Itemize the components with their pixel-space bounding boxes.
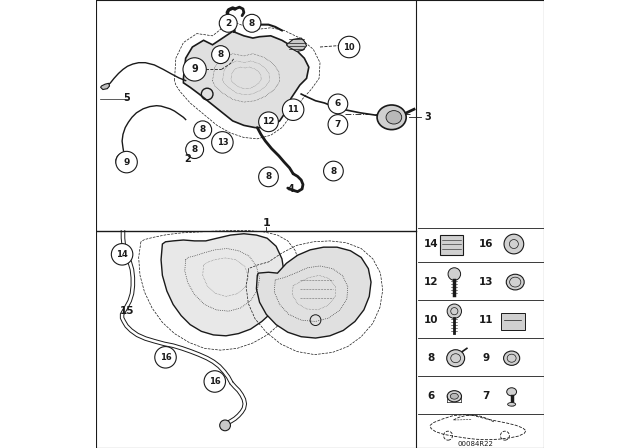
Circle shape: [339, 36, 360, 58]
Circle shape: [328, 115, 348, 134]
Circle shape: [447, 304, 461, 319]
Text: 14: 14: [116, 250, 128, 259]
Text: 7: 7: [335, 120, 341, 129]
Ellipse shape: [506, 274, 524, 290]
Text: 12: 12: [262, 117, 275, 126]
Text: 10: 10: [343, 43, 355, 52]
FancyBboxPatch shape: [440, 235, 463, 255]
Text: 8: 8: [266, 172, 271, 181]
FancyBboxPatch shape: [96, 0, 416, 231]
Text: 9: 9: [124, 158, 130, 167]
Circle shape: [155, 347, 176, 368]
Text: 6: 6: [335, 99, 341, 108]
Text: 11: 11: [287, 105, 299, 114]
Text: 2: 2: [225, 19, 231, 28]
Ellipse shape: [504, 351, 520, 366]
Text: 14: 14: [424, 239, 438, 249]
Ellipse shape: [508, 403, 516, 406]
Polygon shape: [184, 31, 309, 128]
FancyBboxPatch shape: [501, 313, 525, 330]
Ellipse shape: [386, 111, 402, 124]
Text: 7: 7: [482, 391, 490, 401]
Circle shape: [504, 234, 524, 254]
Text: 3: 3: [424, 112, 431, 122]
Text: 15: 15: [119, 306, 134, 316]
Text: 12: 12: [424, 277, 438, 287]
Text: 13: 13: [479, 277, 493, 287]
Circle shape: [259, 112, 278, 132]
FancyBboxPatch shape: [416, 0, 544, 448]
Text: 8: 8: [428, 353, 435, 363]
Circle shape: [194, 121, 212, 139]
Circle shape: [328, 94, 348, 114]
Ellipse shape: [451, 393, 458, 399]
Text: 13: 13: [216, 138, 228, 147]
Text: 9: 9: [482, 353, 489, 363]
Text: 4: 4: [287, 184, 294, 194]
Text: 8: 8: [191, 145, 198, 154]
Circle shape: [183, 58, 206, 81]
Text: 8: 8: [200, 125, 206, 134]
Circle shape: [220, 420, 230, 431]
Circle shape: [324, 161, 343, 181]
Text: 8: 8: [330, 167, 337, 176]
Text: 16: 16: [159, 353, 172, 362]
Ellipse shape: [377, 105, 406, 129]
Circle shape: [116, 153, 132, 169]
Text: 11: 11: [479, 315, 493, 325]
Polygon shape: [100, 83, 109, 90]
Ellipse shape: [507, 388, 516, 396]
Circle shape: [116, 151, 138, 173]
Circle shape: [186, 141, 204, 159]
Text: 8: 8: [218, 50, 224, 59]
Text: 1: 1: [262, 218, 270, 228]
Circle shape: [448, 268, 461, 280]
Circle shape: [111, 244, 133, 265]
Circle shape: [243, 14, 261, 32]
Polygon shape: [287, 38, 307, 52]
Text: 9: 9: [191, 65, 198, 74]
Ellipse shape: [447, 350, 465, 367]
Text: 2: 2: [184, 154, 191, 164]
Circle shape: [259, 167, 278, 187]
Text: 6: 6: [428, 391, 435, 401]
Circle shape: [212, 132, 233, 153]
Polygon shape: [161, 234, 284, 336]
Circle shape: [220, 14, 237, 32]
Circle shape: [204, 371, 225, 392]
Text: 5: 5: [123, 93, 130, 103]
Circle shape: [282, 99, 304, 121]
Text: 00084R22: 00084R22: [458, 441, 493, 447]
Polygon shape: [257, 247, 371, 338]
Circle shape: [212, 46, 230, 64]
Text: 10: 10: [424, 315, 438, 325]
Ellipse shape: [447, 391, 461, 402]
Text: 16: 16: [479, 239, 493, 249]
Text: 16: 16: [209, 377, 221, 386]
Polygon shape: [211, 39, 260, 73]
Text: 8: 8: [249, 19, 255, 28]
FancyBboxPatch shape: [96, 231, 416, 448]
